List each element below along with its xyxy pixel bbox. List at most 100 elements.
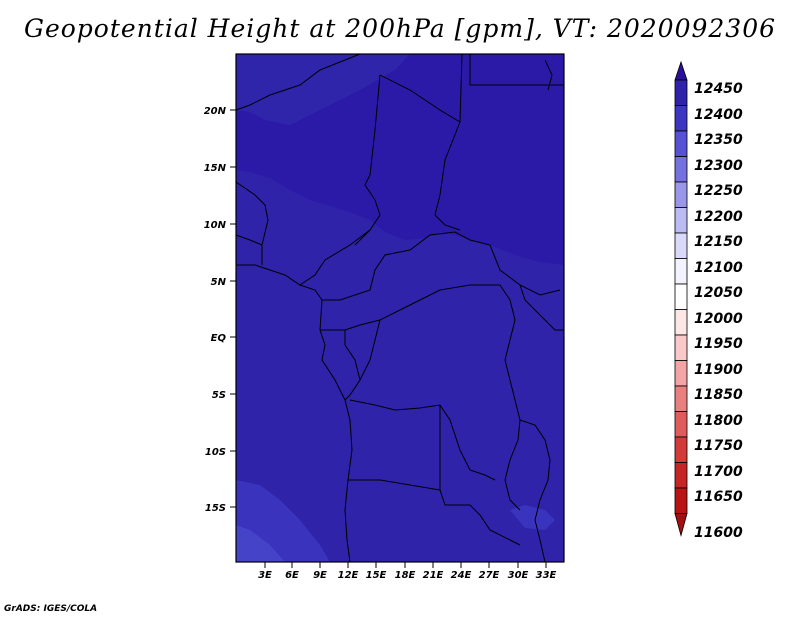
colorbar-label: 11800 bbox=[694, 413, 743, 429]
colorbar-label: 12000 bbox=[694, 311, 743, 327]
lat-tick: 15N bbox=[204, 163, 236, 174]
lon-tick: 15E bbox=[366, 562, 387, 581]
colorbar: 12450 12400 12350 12300 12250 12200 1215… bbox=[674, 60, 743, 541]
map-frame bbox=[235, 53, 565, 563]
country-borders bbox=[235, 53, 564, 563]
border-uganda bbox=[519, 284, 564, 331]
lon-tick-label: 18E bbox=[395, 570, 416, 581]
border-nigeria bbox=[299, 229, 371, 286]
colorbar-labels: 12450 12400 12350 12300 12250 12200 1215… bbox=[694, 81, 743, 541]
border-north-1 bbox=[235, 53, 361, 111]
lon-tick-label: 27E bbox=[479, 570, 500, 581]
lat-tick: 20N bbox=[204, 106, 236, 117]
colorbar-label: 12400 bbox=[694, 107, 743, 123]
lon-tick: 30E bbox=[508, 562, 529, 581]
border-angola-zambia bbox=[439, 405, 521, 546]
field-band-north bbox=[236, 54, 410, 125]
colorbar-swatch bbox=[674, 181, 688, 208]
lat-tick: 5N bbox=[211, 277, 236, 288]
lon-tick: 24E bbox=[451, 562, 472, 581]
border-west-1 bbox=[235, 181, 269, 265]
lat-tick-label: 5S bbox=[212, 390, 226, 401]
lon-tick-label: 21E bbox=[423, 570, 444, 581]
colorbar-swatch bbox=[674, 232, 688, 259]
lon-tick: 27E bbox=[479, 562, 500, 581]
colorbar-label: 12250 bbox=[694, 183, 743, 199]
border-gabon bbox=[344, 330, 361, 401]
border-angola-drc bbox=[349, 399, 496, 481]
colorbar-swatch bbox=[674, 156, 688, 183]
lat-tick-label: 10S bbox=[205, 447, 226, 458]
colorbar-swatches bbox=[674, 60, 688, 538]
colorbar-swatch bbox=[674, 487, 688, 514]
border-congo-north bbox=[320, 284, 500, 331]
border-niger-chad bbox=[354, 74, 381, 246]
colorbar-swatch bbox=[674, 79, 688, 106]
west-coastline bbox=[236, 264, 353, 563]
colorbar-label: 12100 bbox=[694, 260, 743, 276]
lon-tick-label: 9E bbox=[313, 570, 327, 581]
colorbar-arrow-bottom bbox=[674, 513, 688, 538]
colorbar-label: 11700 bbox=[694, 464, 743, 480]
lat-tick: 15S bbox=[205, 503, 236, 514]
colorbar-arrow-top bbox=[674, 60, 688, 81]
colorbar-swatch bbox=[674, 130, 688, 157]
lat-tick: 5S bbox=[212, 390, 236, 401]
lon-tick-label: 24E bbox=[451, 570, 472, 581]
colorbar-label: 12350 bbox=[694, 132, 743, 148]
border-east-lakes bbox=[499, 284, 521, 511]
lon-tick-label: 15E bbox=[366, 570, 387, 581]
colorbar-label: 12050 bbox=[694, 285, 743, 301]
colorbar-label: 12150 bbox=[694, 234, 743, 250]
lon-tick: 21E bbox=[423, 562, 444, 581]
lon-tick: 33E bbox=[536, 562, 557, 581]
colorbar-label: 11850 bbox=[694, 387, 743, 403]
lat-tick-label: 15N bbox=[204, 163, 227, 174]
colorbar-label: 12450 bbox=[694, 81, 743, 97]
lon-tick: 18E bbox=[395, 562, 416, 581]
lat-tick-label: 5N bbox=[211, 277, 227, 288]
border-libya-egypt bbox=[469, 54, 564, 86]
border-congo-drc bbox=[359, 319, 381, 381]
colorbar-label: 11950 bbox=[694, 336, 743, 352]
lon-tick-label: 33E bbox=[536, 570, 557, 581]
border-chad-sudan bbox=[434, 121, 461, 231]
border-malawi-moz bbox=[519, 419, 551, 563]
colorbar-label: 12200 bbox=[694, 209, 743, 225]
colorbar-swatch bbox=[674, 207, 688, 234]
lat-tick: 10S bbox=[205, 447, 236, 458]
colorbar-swatch bbox=[674, 258, 688, 285]
lon-tick-label: 12E bbox=[338, 570, 359, 581]
colorbar-swatch bbox=[674, 462, 688, 489]
colorbar-label: 11600 bbox=[694, 525, 743, 541]
lon-tick: 12E bbox=[338, 562, 359, 581]
field-low-sw-inner bbox=[236, 525, 285, 562]
colorbar-label: 11900 bbox=[694, 362, 743, 378]
lon-tick: 6E bbox=[285, 562, 299, 581]
colorbar-swatch bbox=[674, 283, 688, 310]
colorbar-swatch bbox=[674, 411, 688, 438]
lon-tick-label: 30E bbox=[508, 570, 529, 581]
colorbar-swatch bbox=[674, 105, 688, 132]
lon-tick: 9E bbox=[313, 562, 327, 581]
lon-tick-label: 3E bbox=[258, 570, 272, 581]
river-nile-north bbox=[544, 59, 553, 91]
lon-tick-label: 6E bbox=[285, 570, 299, 581]
colorbar-label: 11750 bbox=[694, 438, 743, 454]
lat-tick-label: 15S bbox=[205, 503, 226, 514]
contour-field bbox=[236, 54, 564, 562]
map-title: Geopotential Height at 200hPa [gpm], VT:… bbox=[23, 14, 777, 43]
field-patch-east bbox=[510, 505, 555, 530]
colorbar-swatch bbox=[674, 309, 688, 336]
border-north-2 bbox=[379, 53, 463, 123]
colorbar-label: 11650 bbox=[694, 489, 743, 505]
lat-tick-label: 10N bbox=[204, 220, 227, 231]
colorbar-swatch bbox=[674, 334, 688, 361]
lat-tick: EQ bbox=[211, 333, 236, 344]
lat-tick-label: 20N bbox=[204, 106, 227, 117]
lat-axis: 20N 15N 10N 5N EQ 5S 10S 15S bbox=[204, 106, 236, 514]
grads-credit: GrADS: IGES/COLA bbox=[4, 604, 98, 614]
lon-tick: 3E bbox=[258, 562, 272, 581]
border-angola-namibia bbox=[348, 479, 441, 491]
